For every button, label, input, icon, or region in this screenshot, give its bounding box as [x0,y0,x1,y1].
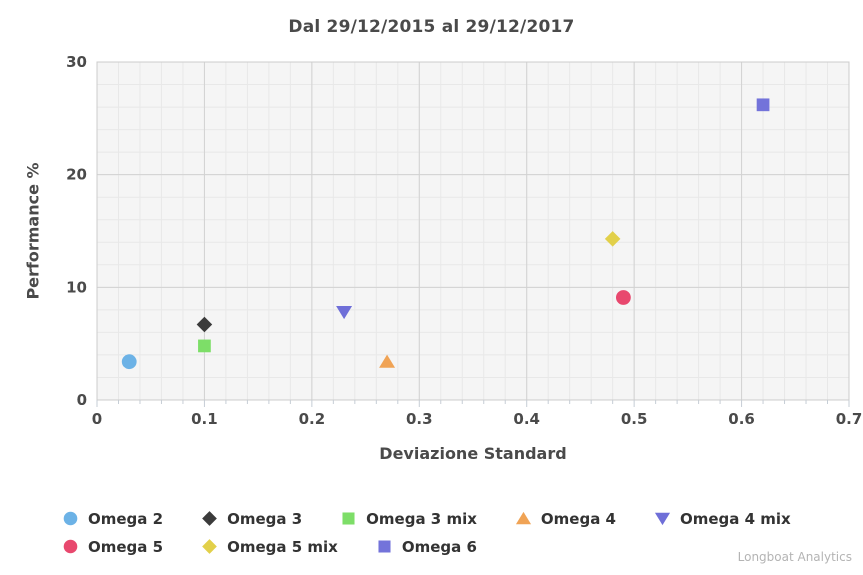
legend-label: Omega 4 mix [679,509,791,528]
data-point-omega-5-mix[interactable] [604,231,621,247]
legend-label: Omega 5 [88,537,164,556]
legend-item-omega-3[interactable]: Omega 3 [201,506,302,531]
legend-label: Omega 3 mix [366,509,477,528]
legend-label: Omega 5 mix [227,537,338,556]
y-axis-title: Performance % [23,162,43,300]
legend-item-omega-5[interactable]: Omega 5 [62,534,163,559]
legend-item-omega-2[interactable]: Omega 2 [62,506,163,531]
chart-title: Dal 29/12/2015 al 29/12/2017 [288,17,575,37]
legend-item-omega-3-mix[interactable]: Omega 3 mix [340,506,477,531]
legend: Omega 2 Omega 3 Omega 3 mix Omega 4 Omega 4 … [62,506,824,559]
diamond-icon [202,511,217,526]
square-icon [342,512,355,525]
data-point-omega-3-mix[interactable] [198,339,211,353]
legend-item-omega-5-mix[interactable]: Omega 5 mix [201,534,338,559]
y-tick-label: 10 [66,278,87,296]
data-point-omega-2[interactable] [121,354,137,370]
x-tick-label: 0.6 [728,410,755,428]
data-point-omega-4[interactable] [379,354,396,368]
plot-area: 0 0.1 0.2 0.3 0.4 0.5 0.6 0.7 0 10 20 30 [66,53,863,428]
legend-label: Omega 2 [88,509,164,528]
circle-icon [63,511,78,526]
x-tick-label: 0 [92,410,102,428]
y-tick-label: 30 [66,53,87,71]
data-point-omega-6[interactable] [756,98,770,112]
data-point-omega-3[interactable] [196,316,213,333]
watermark-credit[interactable]: Longboat Analytics [737,550,852,564]
x-tick-label: 0.2 [299,410,326,428]
y-tick-label: 0 [77,391,87,409]
legend-item-omega-6[interactable]: Omega 6 [376,534,477,559]
data-point-omega-5[interactable] [616,290,631,305]
legend-label: Omega 6 [401,537,477,556]
legend-item-omega-4-mix[interactable]: Omega 4 mix [654,506,791,531]
diamond-icon [202,539,217,554]
legend-label: Omega 4 [540,509,616,528]
circle-icon [63,539,78,554]
legend-label: Omega 3 [227,509,303,528]
y-tick-label: 20 [66,166,87,184]
plot-background [97,62,849,400]
triangle-down-icon [654,512,671,526]
plot-border [96,61,850,401]
square-icon [378,540,391,553]
x-tick-label: 0.3 [406,410,433,428]
data-point-omega-4-mix[interactable] [336,306,353,320]
triangle-up-icon [515,511,531,525]
x-tick-label: 0.7 [836,410,863,428]
x-tick-label: 0.4 [513,410,540,428]
x-tick-label: 0.1 [191,410,218,428]
x-axis-title: Deviazione Standard [379,444,567,463]
legend-item-omega-4[interactable]: Omega 4 [515,506,616,531]
x-tick-label: 0.5 [621,410,648,428]
